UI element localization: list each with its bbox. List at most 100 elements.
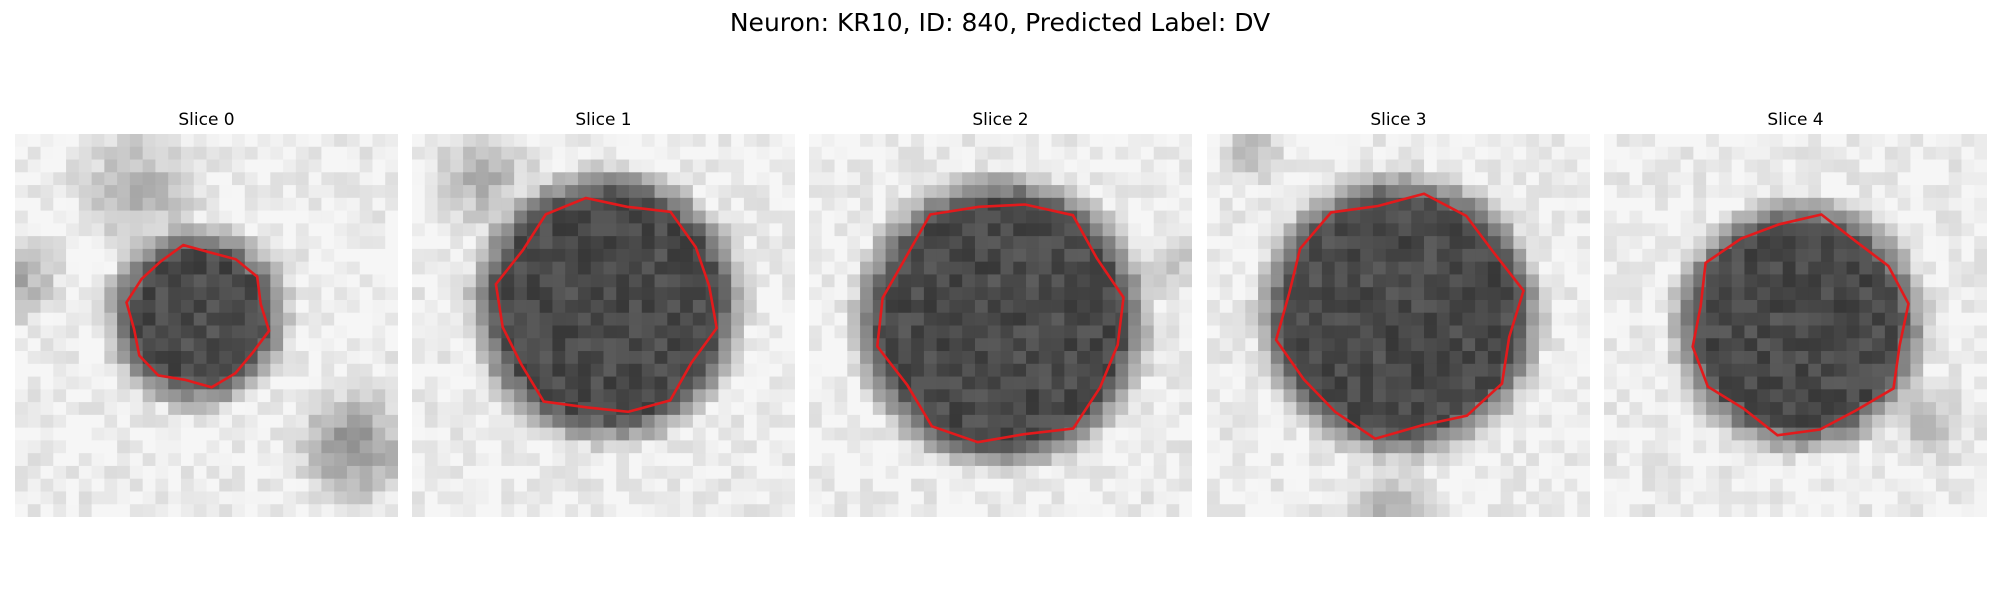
image-pixel (898, 338, 912, 352)
image-pixel (270, 261, 284, 275)
image-pixel (1604, 504, 1618, 517)
image-pixel (692, 210, 707, 224)
image-pixel (731, 402, 745, 416)
image-pixel (91, 274, 105, 288)
image-pixel (1923, 338, 1937, 352)
image-pixel (1207, 465, 1221, 480)
image-pixel (923, 236, 938, 250)
image-pixel (232, 376, 246, 390)
image-pixel (1475, 185, 1489, 199)
image-pixel (1642, 287, 1656, 301)
image-pixel (412, 185, 426, 199)
image-pixel (1411, 465, 1425, 480)
image-pixel (974, 453, 989, 467)
image-pixel (270, 134, 284, 148)
image-pixel (193, 363, 207, 377)
image-pixel (1166, 504, 1180, 517)
image-pixel (1667, 223, 1681, 237)
image-pixel (437, 223, 451, 237)
image-pixel (1140, 236, 1155, 250)
image-pixel (872, 376, 886, 390)
image-pixel (552, 338, 566, 352)
image-pixel (437, 197, 451, 211)
image-pixel (514, 185, 528, 199)
image-pixel (78, 351, 92, 365)
image-pixel (91, 478, 105, 492)
image-pixel (206, 427, 220, 441)
image-pixel (270, 504, 284, 517)
image-pixel (1219, 197, 1233, 211)
image-pixel (40, 236, 54, 250)
image-pixel (1757, 325, 1771, 339)
image-pixel (667, 325, 681, 339)
image-pixel (1487, 363, 1502, 377)
image-pixel (142, 248, 156, 263)
image-pixel (1974, 363, 1987, 377)
image-pixel (1102, 491, 1116, 505)
image-pixel (1974, 197, 1987, 211)
image-pixel (1207, 185, 1221, 199)
image-pixel (1411, 134, 1425, 148)
image-pixel (809, 338, 823, 352)
image-pixel (731, 351, 745, 365)
image-pixel (1935, 376, 1950, 390)
image-pixel (295, 299, 310, 314)
image-pixel (1872, 299, 1886, 314)
image-pixel (1526, 312, 1540, 326)
image-pixel (654, 172, 668, 186)
image-pixel (860, 223, 874, 237)
image-pixel (987, 134, 1001, 148)
image-pixel (1948, 427, 1962, 441)
image-pixel (1693, 440, 1707, 454)
image-pixel (1385, 491, 1399, 505)
image-pixel (1884, 134, 1899, 148)
image-pixel (1526, 453, 1540, 467)
image-pixel (334, 440, 348, 454)
image-pixel (769, 427, 783, 441)
image-pixel (616, 440, 630, 454)
image-pixel (437, 414, 451, 429)
image-pixel (705, 402, 719, 416)
image-pixel (1782, 159, 1796, 173)
image-pixel (1974, 248, 1987, 263)
image-pixel (1693, 146, 1707, 160)
image-pixel (1629, 172, 1643, 186)
image-pixel (1795, 325, 1809, 339)
image-pixel (142, 287, 156, 301)
image-pixel (1769, 134, 1784, 148)
image-pixel (308, 223, 322, 237)
image-pixel (1577, 287, 1590, 301)
image-pixel (283, 465, 297, 480)
image-pixel (385, 504, 398, 517)
image-pixel (232, 236, 246, 250)
image-pixel (1283, 478, 1297, 492)
image-pixel (488, 440, 502, 454)
image-pixel (1077, 159, 1091, 173)
image-pixel (539, 325, 553, 339)
image-pixel (424, 351, 438, 365)
image-pixel (385, 274, 398, 288)
image-pixel (257, 363, 271, 377)
image-pixel (539, 159, 553, 173)
image-pixel (1102, 172, 1116, 186)
image-pixel (731, 248, 745, 263)
image-pixel (590, 134, 604, 148)
image-pixel (590, 351, 604, 365)
image-pixel (168, 427, 182, 441)
image-pixel (1897, 197, 1911, 211)
image-pixel (1038, 504, 1052, 517)
image-pixel (424, 236, 438, 250)
image-pixel (923, 248, 938, 263)
image-pixel (219, 402, 233, 416)
image-pixel (1961, 134, 1975, 148)
image-pixel (641, 223, 655, 237)
image-pixel (1884, 338, 1899, 352)
image-pixel (295, 312, 310, 326)
image-pixel (346, 172, 361, 186)
image-pixel (219, 274, 233, 288)
image-pixel (412, 287, 426, 301)
image-pixel (1424, 363, 1438, 377)
image-pixel (1179, 389, 1192, 403)
image-pixel (590, 414, 604, 429)
image-pixel (27, 134, 41, 148)
